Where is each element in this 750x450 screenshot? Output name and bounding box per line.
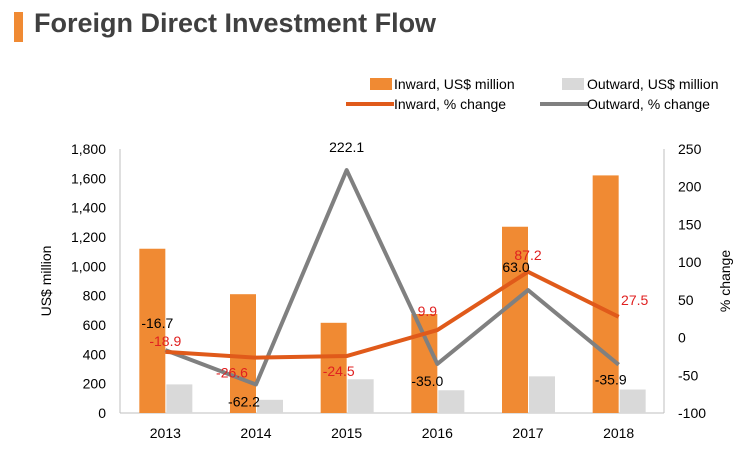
- y-tick-label: 1,800: [71, 141, 106, 157]
- y-tick-label: 1,000: [71, 258, 106, 274]
- y-tick-label: 200: [83, 376, 107, 392]
- legend-label-inward-line: Inward, % change: [394, 96, 506, 112]
- y-tick-label: 1,200: [71, 229, 106, 245]
- x-tick-label: 2016: [422, 425, 453, 441]
- y2-tick-label: 50: [678, 292, 694, 308]
- data-label-inward-change: -24.5: [323, 363, 355, 379]
- data-label-inward-change: -18.9: [149, 333, 181, 349]
- legend-swatch-outward-bar: [562, 78, 584, 90]
- bar-inward: [411, 314, 438, 413]
- x-tick-label: 2018: [603, 425, 634, 441]
- y-tick-label: 800: [83, 288, 107, 304]
- data-label-outward-change: 222.1: [329, 139, 364, 155]
- y2-tick-label: -100: [678, 405, 706, 421]
- x-tick-label: 2013: [150, 425, 181, 441]
- chart-title: Foreign Direct Investment Flow: [34, 8, 437, 38]
- y2-tick-label: -50: [678, 367, 698, 383]
- bar-outward: [438, 390, 465, 413]
- y-tick-label: 1,400: [71, 200, 106, 216]
- data-label-inward-change: -26.6: [216, 365, 248, 381]
- data-label-outward-change: 63.0: [502, 259, 529, 275]
- bar-inward: [139, 248, 166, 413]
- bar-outward: [166, 384, 193, 413]
- bar-outward: [529, 376, 555, 413]
- data-label-inward-change: 9.9: [418, 303, 438, 319]
- y-axis-title: US$ million: [38, 246, 54, 317]
- legend-label-outward-bar: Outward, US$ million: [587, 76, 719, 92]
- y2-tick-label: 100: [678, 254, 702, 270]
- data-label-inward-change: 27.5: [621, 292, 648, 308]
- bar-inward: [320, 322, 347, 413]
- bar-outward: [257, 399, 283, 413]
- y2-axis-title: % change: [717, 250, 733, 312]
- bar-outward: [619, 389, 646, 413]
- y-tick-label: 0: [98, 405, 106, 421]
- data-label-outward-change: -35.0: [411, 373, 443, 389]
- x-tick-label: 2014: [240, 425, 271, 441]
- y-tick-label: 600: [83, 317, 107, 333]
- line-outward-change: [164, 168, 620, 387]
- legend-label-outward-line: Outward, % change: [587, 96, 710, 112]
- x-tick-label: 2015: [331, 425, 362, 441]
- data-label-outward-change: -62.2: [228, 393, 260, 409]
- data-label-outward-change: -16.7: [141, 315, 173, 331]
- bar-inward: [592, 175, 619, 413]
- y2-tick-label: 150: [678, 216, 702, 232]
- y2-tick-label: 250: [678, 141, 702, 157]
- data-label-outward-change: -35.9: [595, 372, 627, 388]
- title-accent-bar: [14, 12, 23, 42]
- legend: Inward, US$ million Outward, US$ million…: [346, 76, 719, 112]
- y2-tick-label: 0: [678, 330, 686, 346]
- y-tick-label: 1,600: [71, 170, 106, 186]
- data-label-inward-change: 87.2: [514, 247, 541, 263]
- legend-label-inward-bar: Inward, US$ million: [394, 76, 515, 92]
- legend-swatch-inward-bar: [370, 78, 392, 90]
- bar-inward: [502, 226, 528, 413]
- x-tick-label: 2017: [512, 425, 543, 441]
- y-tick-label: 400: [83, 346, 107, 362]
- bar-inward: [230, 294, 256, 413]
- y2-tick-label: 200: [678, 179, 702, 195]
- line-inward-change: [165, 269, 620, 360]
- bar-outward: [347, 379, 374, 413]
